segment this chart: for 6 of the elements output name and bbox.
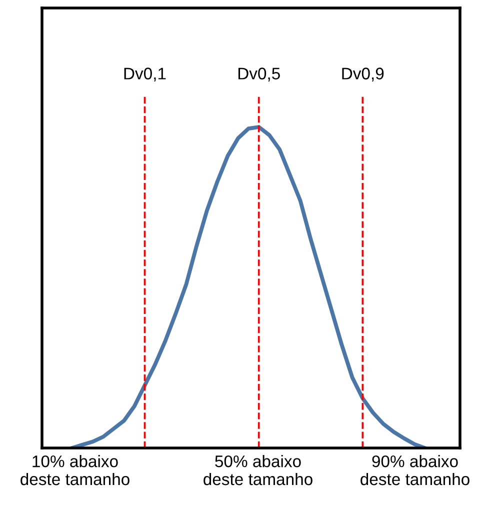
x-tick-label: Dv0,9 [342,68,384,82]
x-tick-label: Dv0,1 [124,68,166,82]
x-tick-label: Dv0,5 [238,68,280,82]
text: 90% abaixo deste tamanho [360,455,470,486]
text: 10% abaixo deste tamanho [20,455,130,486]
text: 50% abaixo deste tamanho [204,455,312,486]
